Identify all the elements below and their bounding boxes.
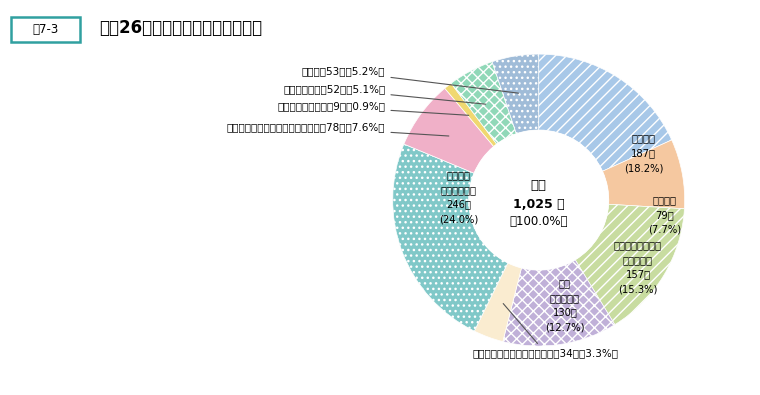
FancyBboxPatch shape xyxy=(11,17,80,42)
Text: 勤務時間、休暇、
服務等関係
157件
(15.3%): 勤務時間、休暇、 服務等関係 157件 (15.3%) xyxy=(614,240,662,294)
Wedge shape xyxy=(451,62,516,144)
Wedge shape xyxy=(575,204,685,325)
Wedge shape xyxy=(474,263,521,342)
Text: 図7-3: 図7-3 xyxy=(33,23,59,36)
Wedge shape xyxy=(539,54,672,171)
Wedge shape xyxy=(404,88,494,173)
Text: 任用関係
187件
(18.2%): 任用関係 187件 (18.2%) xyxy=(624,134,663,173)
Wedge shape xyxy=(393,144,508,331)
Text: （100.0%）: （100.0%） xyxy=(509,216,568,228)
Text: 1,025 件: 1,025 件 xyxy=(513,198,565,211)
Wedge shape xyxy=(503,260,615,346)
Text: パワハラ以外のいじめ・嫌がらせ　78件（7.6%）: パワハラ以外のいじめ・嫌がらせ 78件（7.6%） xyxy=(227,122,449,136)
Text: 公平審査手続関係　9件（0.9%）: 公平審査手続関係 9件（0.9%） xyxy=(277,102,469,115)
Wedge shape xyxy=(445,83,496,147)
Text: 総計: 総計 xyxy=(530,179,546,192)
Text: 給与関係
79件
(7.7%): 給与関係 79件 (7.7%) xyxy=(648,195,681,235)
Text: 健康
安全等関係
130件
(12.7%): 健康 安全等関係 130件 (12.7%) xyxy=(545,278,584,332)
Text: パワー・
ハラスメント
246件
(24.0%): パワー・ ハラスメント 246件 (24.0%) xyxy=(439,170,478,224)
Text: その他　53件（5.2%）: その他 53件（5.2%） xyxy=(302,67,518,93)
Text: 人事評価関係　52件（5.1%）: 人事評価関係 52件（5.1%） xyxy=(283,84,486,104)
Circle shape xyxy=(469,130,609,270)
Wedge shape xyxy=(492,54,539,134)
Text: 平成26年度苦情相談の内容別件数: 平成26年度苦情相談の内容別件数 xyxy=(99,19,262,37)
Wedge shape xyxy=(603,140,685,209)
Text: セクシュアル・ハラスメント　34件（3.3%）: セクシュアル・ハラスメント 34件（3.3%） xyxy=(473,304,619,358)
